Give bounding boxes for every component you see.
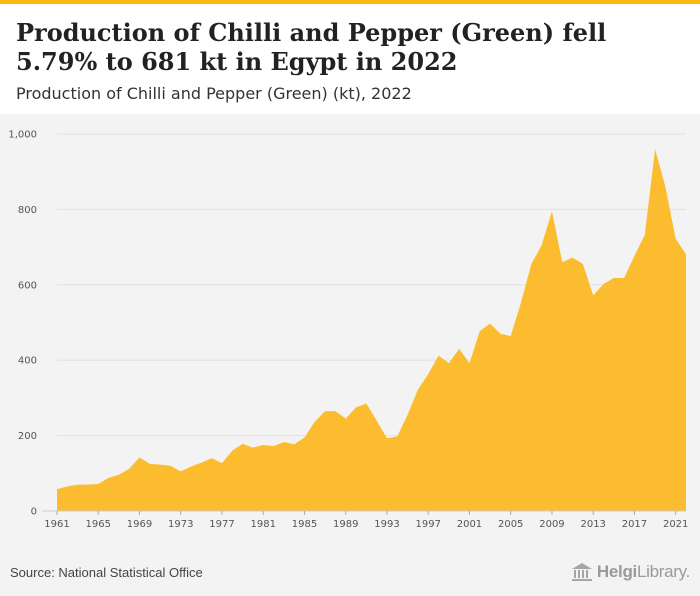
- x-tick-label: 2017: [622, 519, 647, 530]
- x-tick-label: 1961: [44, 519, 69, 530]
- x-tick-label: 1985: [292, 519, 317, 530]
- y-tick-label: 400: [18, 356, 37, 367]
- footer: Source: National Statistical Office Helg…: [0, 554, 700, 596]
- helgi-library-logo[interactable]: HelgiLibrary.: [571, 562, 690, 582]
- logo-text-bold: Helgi: [596, 562, 637, 581]
- chart-title: Production of Chilli and Pepper (Green) …: [16, 18, 607, 76]
- accent-bar: [0, 0, 700, 4]
- y-tick-label: 0: [31, 507, 37, 518]
- y-tick-label: 200: [18, 431, 37, 442]
- x-tick-label: 1981: [251, 519, 276, 530]
- y-tick-label: 1,000: [8, 130, 37, 141]
- library-building-icon: [571, 563, 592, 581]
- x-tick-label: 1989: [333, 519, 358, 530]
- logo-text-rest: Library.: [636, 562, 690, 581]
- y-tick-label: 800: [18, 205, 37, 216]
- x-tick-label: 1997: [415, 519, 440, 530]
- logo-text: HelgiLibrary.: [597, 562, 690, 582]
- x-tick-label: 1965: [86, 519, 111, 530]
- x-tick-label: 2013: [580, 519, 605, 530]
- x-tick-label: 2021: [663, 519, 688, 530]
- source-note: Source: National Statistical Office: [10, 565, 203, 580]
- x-tick-label: 2005: [498, 519, 523, 530]
- header: Production of Chilli and Pepper (Green) …: [0, 4, 700, 114]
- area-chart: 0 200 400 600 800 1,000 1961 1965 1969 1973 1977 19…: [8, 130, 688, 531]
- x-tick-label: 1977: [209, 519, 234, 530]
- plot-panel: 0 200 400 600 800 1,000 1961 1965 1969 1973 1977 19…: [0, 114, 700, 554]
- chart-subtitle: Production of Chilli and Pepper (Green) …: [16, 84, 412, 103]
- x-tick-label: 2001: [457, 519, 482, 530]
- series-area: [57, 149, 686, 511]
- x-tick-label: 2009: [539, 519, 564, 530]
- y-tick-label: 600: [18, 280, 37, 291]
- x-tick-label: 1993: [374, 519, 399, 530]
- x-tick-label: 1973: [168, 519, 193, 530]
- x-tick-label: 1969: [127, 519, 152, 530]
